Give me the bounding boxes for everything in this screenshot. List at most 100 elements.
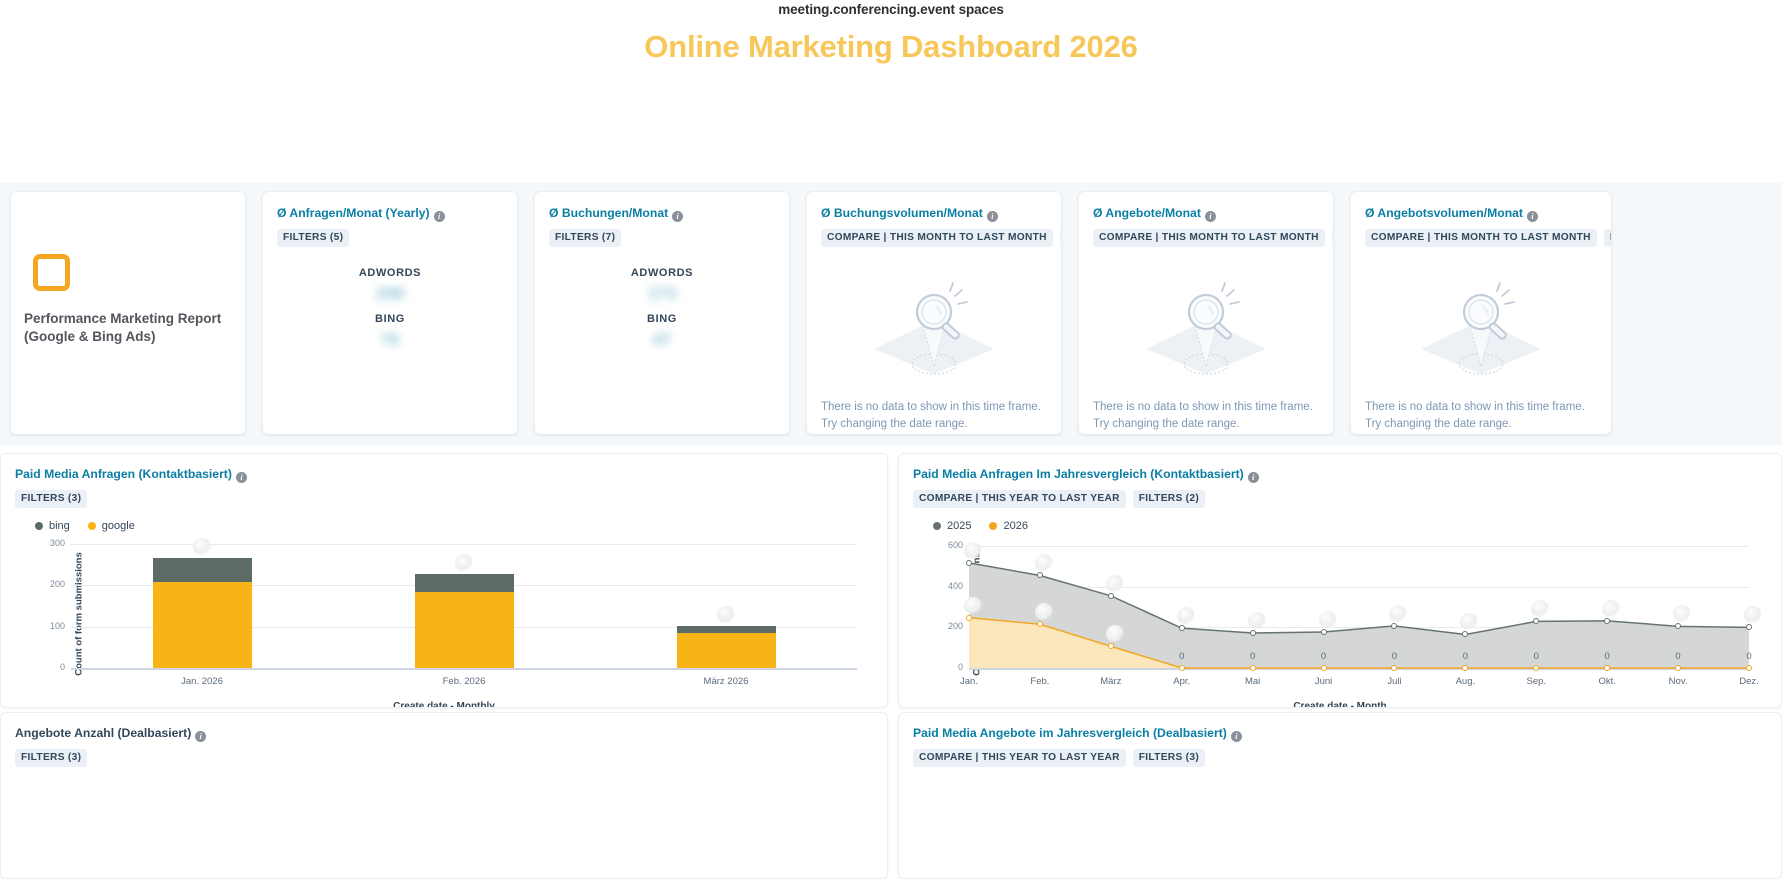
info-icon[interactable]: i	[235, 472, 247, 483]
filters-chip[interactable]: FILTERS (7)	[549, 229, 622, 247]
data-point[interactable]	[1178, 625, 1185, 632]
data-point[interactable]	[1746, 665, 1752, 671]
legend-label: bing	[49, 520, 70, 532]
nodata-card-buchungsvolumen[interactable]: Ø Buchungsvolumen/Monat i COMPARE | THIS …	[806, 191, 1062, 435]
filters-chip[interactable]: FI	[1331, 229, 1333, 247]
report-logo-card: Performance Marketing Report (Google & B…	[10, 191, 246, 435]
chart-card-angebote-anzahl[interactable]: Angebote Anzahl (Dealbasiert) i FILTERS (…	[0, 712, 888, 879]
info-icon[interactable]: i	[672, 211, 684, 222]
data-point[interactable]	[1462, 631, 1469, 638]
data-point[interactable]	[1675, 623, 1682, 630]
filters-chip[interactable]: FILTERS (3)	[15, 490, 88, 508]
kpi-card-buchungen-monat[interactable]: Ø Buchungen/Monat i FILTERS (7) ADWORDS 1…	[534, 191, 790, 435]
data-point[interactable]	[1249, 630, 1256, 637]
y-axis-tick: 0	[957, 662, 963, 672]
card-title: Paid Media Angebote im Jahresvergleich (…	[913, 725, 1767, 742]
magnifier-no-data-illustration-icon	[1126, 274, 1286, 379]
card-title-text: Angebote Anzahl (Dealbasiert)	[15, 726, 192, 740]
info-icon[interactable]: i	[1230, 731, 1242, 742]
card-title-text: Ø Anfragen/Monat (Yearly)	[277, 206, 430, 220]
filters-chip[interactable]: FILTERS (3)	[1132, 749, 1206, 767]
data-point-label: 0	[1391, 651, 1398, 662]
card-title: Angebote Anzahl (Dealbasiert) i	[15, 725, 873, 742]
x-axis-label: Create date - Monthly	[393, 701, 495, 708]
compare-chip[interactable]: COMPARE | THIS MONTH TO LAST MONTH	[821, 229, 1053, 247]
data-point-label: 0	[1675, 651, 1681, 662]
chart-card-angebote-jahresvergleich[interactable]: Paid Media Angebote im Jahresvergleich (…	[898, 712, 1782, 879]
data-point-label: 0	[1533, 651, 1539, 662]
bar-column[interactable]	[414, 573, 514, 668]
data-point-label: 0	[1462, 651, 1469, 662]
compare-chip[interactable]: COMPARE | THIS YEAR TO LAST YEAR	[913, 490, 1126, 508]
data-point[interactable]	[1604, 617, 1611, 624]
info-icon[interactable]: i	[1527, 211, 1538, 222]
data-point[interactable]	[1391, 622, 1398, 629]
kpi-card-anfragen-monat[interactable]: Ø Anfragen/Monat (Yearly) i FILTERS (5) A…	[262, 191, 518, 435]
legend-item-bing[interactable]: bing	[35, 520, 70, 532]
data-point[interactable]	[1604, 665, 1611, 671]
info-icon[interactable]: i	[433, 211, 445, 222]
filters-chip[interactable]: FILTERS (3)	[15, 749, 88, 767]
info-icon[interactable]: i	[1204, 211, 1216, 222]
nodata-card-angebotsvolumen[interactable]: Ø Angebotsvolumen/Monat i COMPARE | THIS …	[1350, 191, 1612, 435]
data-point[interactable]	[1675, 665, 1682, 671]
kpi-row: Performance Marketing Report (Google & B…	[0, 183, 1782, 445]
kpi-values: ADWORDS 173 BING 47	[549, 265, 775, 351]
chart-card-paid-media-jahresvergleich[interactable]: Paid Media Anfragen Im Jahresvergleich (…	[898, 453, 1782, 708]
compare-chip[interactable]: COMPARE | THIS MONTH TO LAST MONTH	[1093, 229, 1325, 247]
data-point[interactable]	[1249, 665, 1256, 671]
data-point[interactable]	[1746, 624, 1752, 631]
chart-legend: bing google	[15, 520, 873, 532]
chip-group: FILTERS (7)	[549, 229, 775, 247]
y-axis-tick: 200	[49, 579, 65, 590]
filters-chip[interactable]: FI	[1603, 229, 1611, 247]
info-icon[interactable]: i	[1247, 472, 1259, 483]
info-icon[interactable]: i	[195, 731, 207, 742]
bar-column[interactable]	[676, 625, 776, 668]
chart-legend: 2025 2026	[913, 520, 1767, 532]
line-2025	[968, 562, 1750, 636]
card-title: Paid Media Anfragen Im Jahresvergleich (…	[913, 466, 1767, 483]
card-title: Ø Buchungsvolumen/Monat i	[821, 205, 1047, 222]
data-point[interactable]	[1320, 629, 1327, 635]
x-axis-tick: Jan. 2026	[181, 676, 223, 687]
data-point[interactable]	[1462, 665, 1469, 671]
legend-item-google[interactable]: google	[87, 520, 135, 532]
card-title-text: Ø Buchungsvolumen/Monat	[821, 206, 983, 220]
x-axis-tick: Mai	[1244, 676, 1261, 687]
data-point[interactable]	[1107, 643, 1114, 650]
legend-label: 2026	[1003, 520, 1028, 532]
chip-group: COMPARE | THIS YEAR TO LAST YEAR FILTERS…	[913, 490, 1767, 508]
data-point[interactable]	[966, 614, 972, 621]
info-icon[interactable]: i	[986, 211, 998, 222]
data-point[interactable]	[1533, 665, 1540, 671]
magnifier-no-data-illustration-icon	[854, 274, 1014, 379]
bar-segment-bing	[152, 558, 252, 583]
chart-card-paid-media-anfragen[interactable]: Paid Media Anfragen (Kontaktbasiert) i FI…	[0, 453, 888, 708]
data-point[interactable]	[1533, 618, 1540, 625]
data-point[interactable]	[1036, 621, 1043, 628]
filters-chip[interactable]: FILTERS (5)	[277, 229, 350, 247]
compare-chip[interactable]: COMPARE | THIS MONTH TO LAST MONTH	[1365, 229, 1597, 247]
magnifier-no-data-illustration-icon	[1401, 274, 1561, 379]
area-chart-plot: Count of form submissions 60040020000000…	[913, 538, 1767, 690]
legend-item-2026[interactable]: 2026	[989, 520, 1028, 532]
data-point[interactable]	[1391, 665, 1398, 671]
compare-chip[interactable]: COMPARE | THIS YEAR TO LAST YEAR	[913, 749, 1126, 767]
gridline	[969, 627, 1749, 629]
nodata-card-angebote[interactable]: Ø Angebote/Monat i COMPARE | THIS MONTH T…	[1078, 191, 1334, 435]
filters-chip[interactable]: FILTERS (2)	[1132, 490, 1206, 508]
data-point[interactable]	[966, 559, 972, 566]
legend-item-2025[interactable]: 2025	[933, 520, 971, 532]
card-title-text: Ø Angebotsvolumen/Monat	[1365, 206, 1523, 220]
x-axis-tick: Aug.	[1455, 676, 1476, 687]
data-point[interactable]	[1320, 665, 1327, 671]
data-point[interactable]	[1178, 665, 1185, 671]
gridline	[71, 668, 857, 670]
bar-column[interactable]	[152, 558, 252, 668]
data-point[interactable]	[1107, 592, 1114, 599]
x-axis-tick: März 2026	[703, 676, 749, 687]
y-axis-tick: 200	[947, 621, 963, 632]
data-point[interactable]	[1036, 572, 1043, 579]
filters-chip[interactable]: FI	[1059, 229, 1061, 247]
